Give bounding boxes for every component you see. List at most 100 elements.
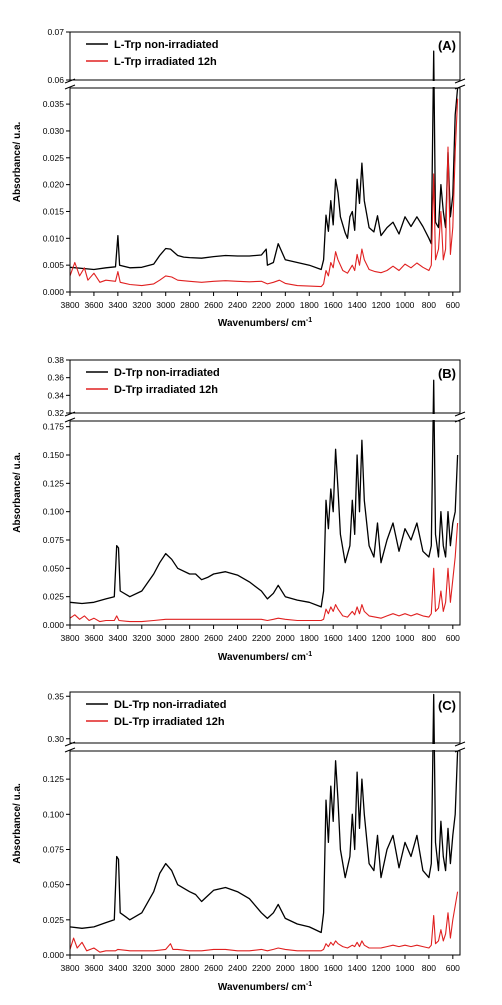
series-line-non-irradiated bbox=[69, 379, 459, 608]
x-axis-label-superscript: -1 bbox=[306, 317, 312, 324]
axis-break-gap bbox=[71, 414, 459, 420]
x-tick-label: 1800 bbox=[300, 633, 319, 643]
y-tick-label: 0.025 bbox=[43, 592, 65, 602]
y-tick-label: 0.125 bbox=[43, 478, 65, 488]
x-tick-label: 1200 bbox=[372, 963, 391, 973]
y-tick-label: 0.175 bbox=[43, 422, 65, 432]
x-tick-label: 2000 bbox=[276, 633, 295, 643]
y-tick-label: 0.000 bbox=[43, 950, 65, 960]
axis-break-mark bbox=[64, 417, 76, 423]
y-tick-label: 0.015 bbox=[43, 206, 65, 216]
x-tick-label: 1800 bbox=[300, 300, 319, 310]
x-tick-label: 2400 bbox=[228, 963, 247, 973]
x-tick-label: 2200 bbox=[252, 633, 271, 643]
x-tick-label: 2800 bbox=[180, 963, 199, 973]
x-tick-label: 2000 bbox=[276, 300, 295, 310]
panel-label: (A) bbox=[438, 38, 456, 53]
plot-frame-upper bbox=[69, 359, 461, 414]
y-tick-label: 0.07 bbox=[47, 27, 64, 37]
x-tick-label: 1600 bbox=[324, 633, 343, 643]
legend-label: L-Trp non-irradiated bbox=[114, 39, 219, 51]
axis-break-mark bbox=[454, 741, 466, 747]
y-tick-label: 0.32 bbox=[47, 408, 64, 418]
x-tick-label: 2000 bbox=[276, 963, 295, 973]
x-tick-label: 3000 bbox=[156, 300, 175, 310]
plot-frame-lower bbox=[69, 420, 461, 626]
x-tick-label: 3800 bbox=[61, 633, 80, 643]
y-tick-label: 0.010 bbox=[43, 233, 65, 243]
x-tick-label: 600 bbox=[446, 300, 460, 310]
y-tick-label: 0.050 bbox=[43, 880, 65, 890]
axis-break-gap bbox=[71, 81, 459, 87]
plot-frame-lower bbox=[69, 87, 461, 293]
y-tick-label: 0.035 bbox=[43, 99, 65, 109]
x-axis-label-superscript: -1 bbox=[306, 981, 312, 988]
x-axis-label-superscript: -1 bbox=[306, 651, 312, 658]
axis-break-mark bbox=[64, 411, 76, 417]
y-axis-label: Absorbance/ u.a. bbox=[12, 783, 23, 864]
x-tick-label: 1000 bbox=[396, 300, 415, 310]
x-tick-label: 2600 bbox=[204, 963, 223, 973]
x-tick-label: 3400 bbox=[108, 963, 127, 973]
axis-break-mark bbox=[454, 84, 466, 90]
x-tick-label: 3800 bbox=[61, 963, 80, 973]
y-tick-label: 0.38 bbox=[47, 355, 64, 365]
panel-c: 3800 3600 3400 3200 3000 2800 2600 2400 2200 2000… bbox=[12, 691, 466, 993]
x-tick-label: 800 bbox=[422, 963, 436, 973]
plot-frame-lower bbox=[69, 750, 461, 956]
y-tick-label: 0.025 bbox=[43, 153, 65, 163]
x-tick-label: 1800 bbox=[300, 963, 319, 973]
x-tick-label: 800 bbox=[422, 300, 436, 310]
x-tick-label: 600 bbox=[446, 963, 460, 973]
plot-frame-upper bbox=[69, 31, 461, 81]
y-tick-label: 0.050 bbox=[43, 563, 65, 573]
y-tick-label: 0.025 bbox=[43, 915, 65, 925]
x-tick-label: 2400 bbox=[228, 300, 247, 310]
x-tick-label: 1600 bbox=[324, 300, 343, 310]
y-tick-label: 0.125 bbox=[43, 774, 65, 784]
legend-label: D-Trp irradiated 12h bbox=[114, 384, 218, 396]
y-axis-label: Absorbance/ u.a. bbox=[12, 452, 23, 533]
x-axis-label: Wavenumbers/ cm-1 bbox=[218, 651, 312, 663]
y-tick-label: 0.075 bbox=[43, 535, 65, 545]
y-tick-label: 0.075 bbox=[43, 844, 65, 854]
axis-break-mark bbox=[454, 747, 466, 753]
y-tick-label: 0.000 bbox=[43, 287, 65, 297]
axis-break-mark bbox=[454, 78, 466, 84]
plot-frame-upper bbox=[69, 691, 461, 744]
x-tick-label: 3800 bbox=[61, 300, 80, 310]
legend-label: DL-Trp non-irradiated bbox=[114, 699, 226, 711]
y-tick-label: 0.100 bbox=[43, 809, 65, 819]
legend-label: D-Trp non-irradiated bbox=[114, 367, 220, 379]
axis-break-gap bbox=[71, 744, 459, 750]
x-tick-label: 3600 bbox=[84, 963, 103, 973]
panel-a: 3800 3600 3400 3200 3000 2800 2600 2400 2200 2000… bbox=[12, 27, 466, 329]
x-tick-label: 2400 bbox=[228, 633, 247, 643]
axis-break-mark bbox=[64, 84, 76, 90]
x-tick-label: 3400 bbox=[108, 300, 127, 310]
x-tick-label: 3200 bbox=[132, 963, 151, 973]
x-tick-label: 1200 bbox=[372, 633, 391, 643]
y-tick-label: 0.150 bbox=[43, 450, 65, 460]
x-tick-label: 1400 bbox=[348, 963, 367, 973]
x-tick-label: 2800 bbox=[180, 633, 199, 643]
x-tick-label: 2200 bbox=[252, 300, 271, 310]
y-tick-label: 0.30 bbox=[47, 734, 64, 744]
x-tick-label: 1400 bbox=[348, 633, 367, 643]
y-tick-label: 0.100 bbox=[43, 507, 65, 517]
x-tick-label: 1400 bbox=[348, 300, 367, 310]
axis-break-mark bbox=[64, 747, 76, 753]
x-tick-label: 1200 bbox=[372, 300, 391, 310]
x-tick-label: 2200 bbox=[252, 963, 271, 973]
x-tick-label: 800 bbox=[422, 633, 436, 643]
x-tick-label: 1000 bbox=[396, 963, 415, 973]
series-line-non-irradiated bbox=[69, 693, 459, 934]
y-axis-label: Absorbance/ u.a. bbox=[12, 121, 23, 202]
series-line-irradiated bbox=[69, 98, 459, 288]
y-tick-label: 0.36 bbox=[47, 373, 64, 383]
axis-break-mark bbox=[64, 741, 76, 747]
axis-break-mark bbox=[454, 417, 466, 423]
x-axis-label: Wavenumbers/ cm-1 bbox=[218, 981, 312, 993]
